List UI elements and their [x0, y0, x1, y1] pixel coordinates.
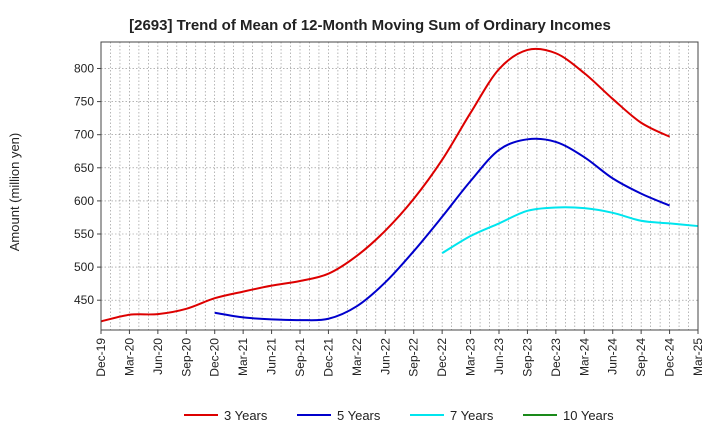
y-tick-label: 650 — [74, 161, 94, 175]
y-tick-label: 700 — [74, 128, 94, 142]
x-tick-label: Sep-23 — [520, 338, 534, 377]
x-tick-label: Jun-24 — [606, 338, 620, 375]
x-tick-label: Mar-20 — [122, 338, 136, 376]
y-tick-label: 750 — [74, 95, 94, 109]
chart-title: [2693] Trend of Mean of 12-Month Moving … — [129, 17, 611, 34]
x-tick-label: Dec-22 — [435, 338, 449, 377]
x-tick-label: Sep-24 — [634, 338, 648, 377]
y-tick-label: 450 — [74, 293, 94, 307]
x-tick-label: Mar-21 — [236, 338, 250, 376]
x-ticks: Dec-19 Mar-20 Jun-20 Sep-20 Dec-20 Mar-21 Jun-… — [94, 330, 705, 377]
y-tick-label: 600 — [74, 194, 94, 208]
series-line-5-years — [214, 137, 670, 322]
x-tick-label: Sep-20 — [179, 338, 193, 377]
y-ticks: 450 500 550 600 650 700 750 800 — [74, 61, 101, 307]
y-tick-label: 500 — [74, 260, 94, 274]
series-lines — [100, 47, 699, 323]
plot-frame — [100, 41, 699, 331]
legend: 3 Years 5 Years 7 Years 10 Years — [184, 408, 614, 423]
legend-label-10-years: 10 Years — [563, 408, 614, 423]
x-tick-label: Mar-22 — [350, 338, 364, 376]
legend-label-5-years: 5 Years — [337, 408, 381, 423]
legend-label-3-years: 3 Years — [224, 408, 268, 423]
x-tick-label: Jun-22 — [378, 338, 392, 375]
x-tick-label: Mar-24 — [577, 338, 591, 376]
series-line-7-years — [441, 206, 699, 255]
y-axis-label: Amount (million yen) — [7, 133, 22, 252]
x-tick-label: Dec-21 — [321, 338, 335, 377]
legend-label-7-years: 7 Years — [450, 408, 494, 423]
y-tick-label: 550 — [74, 227, 94, 241]
x-tick-label: Dec-19 — [94, 338, 108, 377]
grid — [100, 42, 698, 330]
x-tick-label: Sep-21 — [293, 338, 307, 377]
x-tick-label: Jun-23 — [492, 338, 506, 375]
x-tick-label: Dec-23 — [549, 338, 563, 377]
x-tick-label: Jun-20 — [151, 338, 165, 375]
x-tick-label: Sep-22 — [407, 338, 421, 377]
y-tick-label: 800 — [74, 61, 94, 75]
x-tick-label: Dec-24 — [663, 338, 677, 377]
x-tick-label: Mar-25 — [691, 338, 705, 376]
x-tick-label: Mar-23 — [464, 338, 478, 376]
x-tick-label: Dec-20 — [208, 338, 222, 377]
x-tick-label: Jun-21 — [265, 338, 279, 375]
series-line-3-years — [100, 47, 671, 323]
